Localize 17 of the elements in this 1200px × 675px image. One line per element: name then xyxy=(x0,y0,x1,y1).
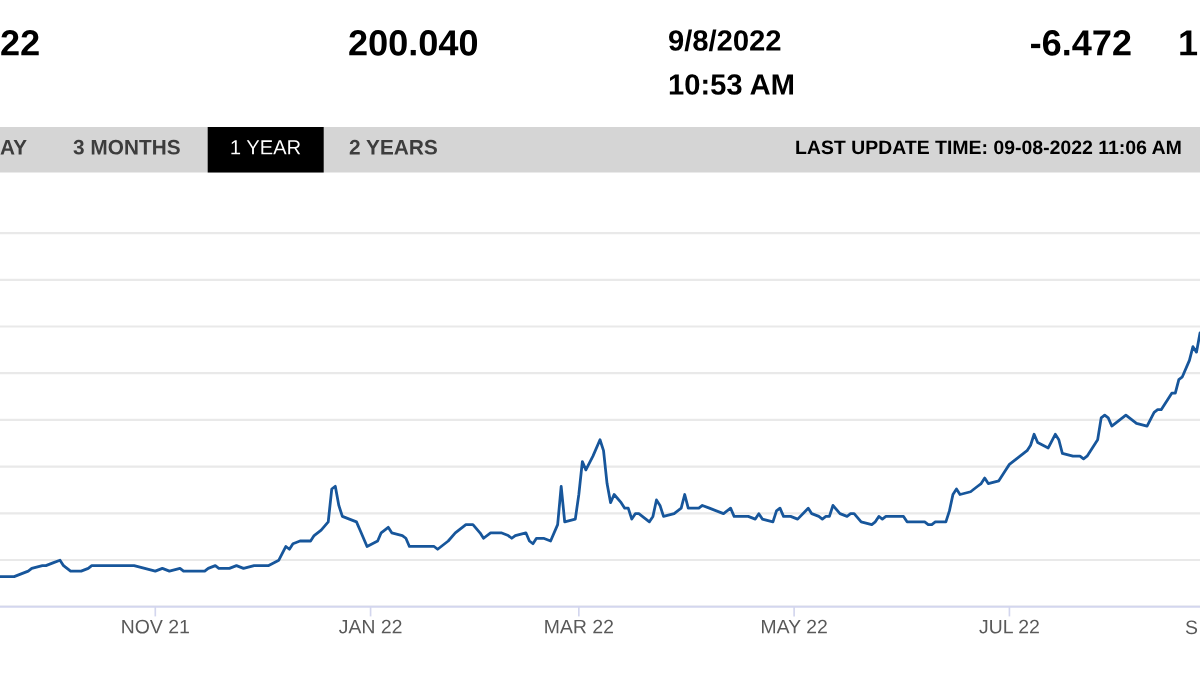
text: 3 MONTHS xyxy=(73,139,180,155)
x-tick-label: MAR 22 xyxy=(545,619,613,634)
text: 10:53 AM xyxy=(669,74,794,95)
text: 22 xyxy=(1,30,39,56)
text: 200.040 xyxy=(349,30,478,56)
text: -6.472 xyxy=(1031,30,1131,56)
x-tick-label: MAY 22 xyxy=(762,619,827,634)
text: 1 xyxy=(1180,30,1198,56)
text: AY xyxy=(0,140,27,155)
x-tick-label: NOV 21 xyxy=(122,619,189,634)
text: 1 YEAR xyxy=(231,140,301,155)
text: 9/8/2022 xyxy=(669,29,781,52)
text: S xyxy=(1185,620,1198,635)
x-tick-label: JAN 22 xyxy=(339,619,402,634)
text: LAST UPDATE TIME: 09-08-2022 11:06 AM xyxy=(796,140,1181,155)
text: 2 YEARS xyxy=(349,139,437,155)
x-tick-label: JUL 22 xyxy=(979,619,1039,634)
